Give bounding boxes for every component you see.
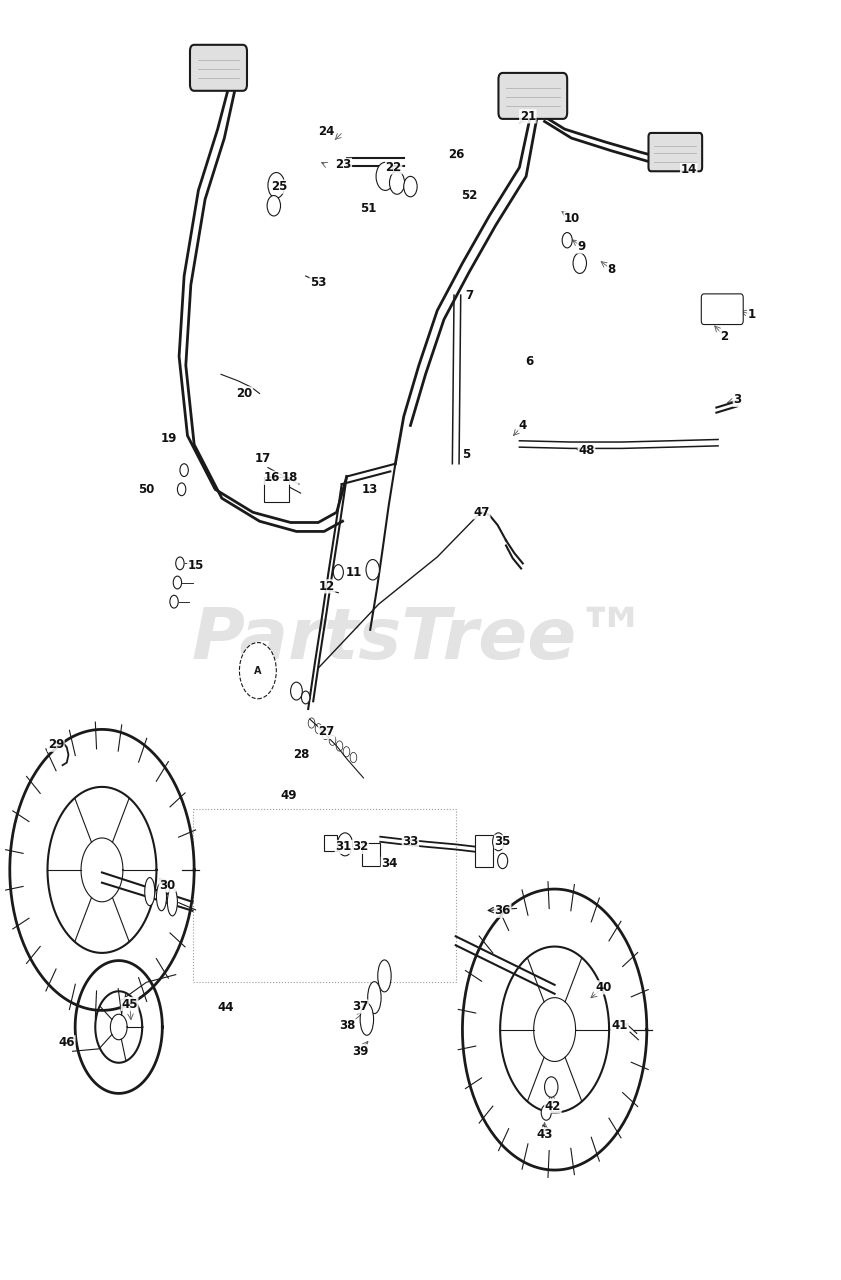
Text: 31: 31 [336, 841, 352, 854]
Text: 37: 37 [352, 1000, 368, 1012]
Text: 42: 42 [545, 1100, 561, 1112]
Text: 22: 22 [385, 161, 402, 174]
Circle shape [301, 691, 309, 704]
Circle shape [366, 559, 379, 580]
FancyBboxPatch shape [701, 294, 743, 325]
Circle shape [498, 854, 508, 869]
Text: 20: 20 [236, 387, 252, 399]
Text: 13: 13 [362, 483, 378, 495]
Circle shape [291, 682, 302, 700]
Text: 25: 25 [272, 180, 288, 193]
Text: 41: 41 [611, 1019, 628, 1032]
Bar [264, 476, 289, 502]
Text: 44: 44 [218, 1001, 235, 1014]
Text: 50: 50 [138, 483, 155, 495]
Text: 10: 10 [564, 212, 580, 225]
Circle shape [333, 564, 343, 580]
Text: 28: 28 [294, 749, 309, 762]
Ellipse shape [167, 888, 177, 916]
Text: 11: 11 [346, 566, 362, 579]
Text: 1: 1 [748, 307, 756, 321]
Text: 15: 15 [188, 559, 204, 572]
Text: 5: 5 [462, 448, 470, 461]
Text: 21: 21 [520, 110, 536, 123]
FancyBboxPatch shape [648, 133, 702, 172]
Text: 12: 12 [319, 580, 335, 593]
Text: 8: 8 [607, 264, 616, 276]
Text: 16: 16 [264, 471, 280, 484]
Text: 46: 46 [59, 1036, 75, 1048]
Text: PartsTree™: PartsTree™ [192, 605, 649, 675]
Text: 32: 32 [352, 841, 368, 854]
Ellipse shape [145, 878, 155, 906]
Text: 2: 2 [720, 329, 728, 343]
Text: 38: 38 [340, 1019, 356, 1032]
Circle shape [177, 483, 186, 495]
Text: 17: 17 [255, 452, 271, 465]
Text: 6: 6 [526, 355, 533, 369]
Bar [475, 836, 494, 868]
Circle shape [545, 1076, 558, 1097]
Circle shape [404, 177, 417, 197]
FancyBboxPatch shape [190, 45, 247, 91]
Text: 26: 26 [448, 148, 465, 161]
Ellipse shape [156, 883, 167, 911]
Ellipse shape [378, 960, 391, 992]
FancyBboxPatch shape [499, 73, 567, 119]
Text: 4: 4 [519, 419, 527, 431]
Text: 14: 14 [680, 164, 697, 177]
Text: A: A [254, 666, 262, 676]
Text: 35: 35 [495, 836, 510, 849]
Text: 27: 27 [319, 726, 335, 739]
Circle shape [542, 1105, 551, 1120]
Text: 39: 39 [352, 1044, 368, 1057]
Text: 49: 49 [281, 790, 297, 803]
Circle shape [267, 196, 281, 216]
Circle shape [240, 643, 277, 699]
Text: 7: 7 [465, 289, 473, 302]
Text: 23: 23 [336, 159, 352, 172]
Ellipse shape [368, 982, 381, 1014]
Text: 19: 19 [161, 431, 177, 444]
Ellipse shape [360, 1004, 373, 1036]
Circle shape [376, 163, 394, 191]
Circle shape [389, 172, 405, 195]
Circle shape [493, 833, 505, 851]
Circle shape [180, 463, 188, 476]
Text: 30: 30 [159, 879, 176, 892]
Text: 51: 51 [360, 202, 377, 215]
Text: 43: 43 [537, 1128, 553, 1140]
Text: 9: 9 [577, 241, 585, 253]
Circle shape [562, 233, 572, 248]
Text: 53: 53 [310, 276, 326, 289]
Circle shape [173, 576, 182, 589]
Text: 52: 52 [461, 189, 478, 202]
Circle shape [337, 833, 352, 856]
Text: 48: 48 [579, 444, 595, 457]
Text: 34: 34 [381, 858, 398, 870]
Text: 40: 40 [595, 980, 611, 993]
Circle shape [573, 253, 586, 274]
Text: 45: 45 [121, 997, 138, 1010]
Text: 33: 33 [402, 836, 419, 849]
Text: 24: 24 [319, 125, 335, 138]
Text: 47: 47 [473, 506, 489, 518]
Bar [324, 836, 336, 851]
Circle shape [176, 557, 184, 570]
Text: 29: 29 [48, 739, 64, 751]
Circle shape [268, 173, 285, 198]
Text: 3: 3 [733, 393, 742, 406]
Text: 18: 18 [282, 471, 298, 484]
Circle shape [170, 595, 178, 608]
Text: 36: 36 [495, 904, 510, 918]
Bar [362, 844, 380, 867]
